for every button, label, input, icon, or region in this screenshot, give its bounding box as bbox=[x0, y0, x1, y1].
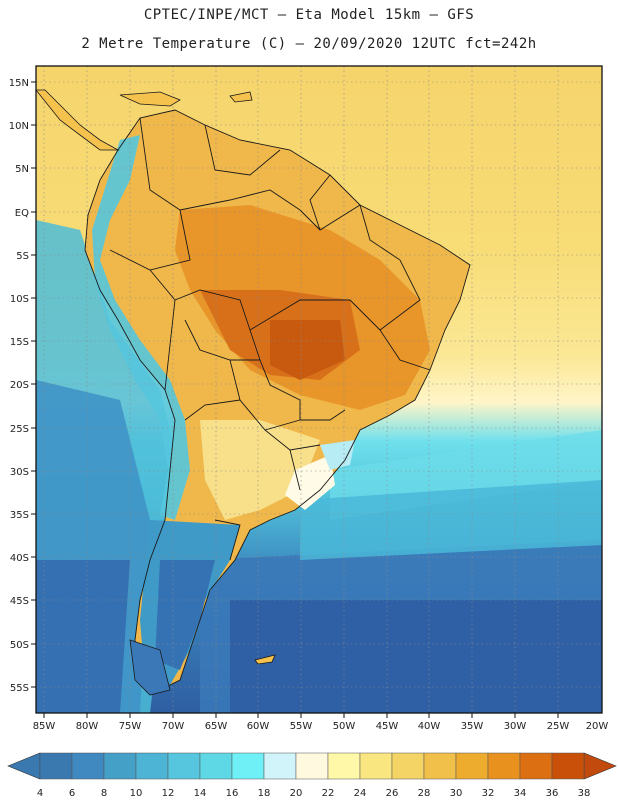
colorbar-label: 34 bbox=[514, 788, 527, 799]
title-line-1: CPTEC/INPE/MCT – Eta Model 15km – GFS bbox=[143, 7, 475, 23]
lat-label: 15S bbox=[10, 337, 29, 348]
lon-label: 30W bbox=[504, 721, 527, 732]
lat-label: 50S bbox=[10, 640, 29, 651]
country-borders bbox=[84, 109, 471, 691]
lat-label: 30S bbox=[10, 467, 29, 478]
colorbar-label: 36 bbox=[546, 788, 559, 799]
map-frame bbox=[35, 65, 603, 714]
colorbar-label: 30 bbox=[450, 788, 463, 799]
lon-label: 45W bbox=[376, 721, 399, 732]
lon-label: 40W bbox=[418, 721, 441, 732]
lon-label: 75W bbox=[119, 721, 142, 732]
lat-label: 25S bbox=[10, 424, 29, 435]
colorbar-cell bbox=[135, 752, 169, 780]
colorbar-cell bbox=[551, 752, 585, 780]
colorbar-label: 14 bbox=[194, 788, 207, 799]
lon-label: 35W bbox=[461, 721, 484, 732]
lon-label: 50W bbox=[333, 721, 356, 732]
colorbar-label: 6 bbox=[69, 788, 75, 799]
colorbar-label: 20 bbox=[290, 788, 303, 799]
lon-label: 70W bbox=[162, 721, 185, 732]
colorbar-low-arrow bbox=[7, 752, 41, 780]
lat-label: 10S bbox=[10, 294, 29, 305]
colorbar-cell bbox=[103, 752, 137, 780]
colorbar-label: 38 bbox=[578, 788, 591, 799]
colorbar-cell bbox=[199, 752, 233, 780]
colorbar-high-arrow bbox=[583, 752, 617, 780]
colorbar-label: 10 bbox=[130, 788, 143, 799]
colorbar-label: 32 bbox=[482, 788, 495, 799]
colorbar-cell bbox=[519, 752, 553, 780]
lat-label: 5S bbox=[16, 251, 29, 262]
colorbar-label: 18 bbox=[258, 788, 271, 799]
title-line-2: 2 Metre Temperature (C) – 20/09/2020 12U… bbox=[81, 36, 537, 52]
lon-label: 80W bbox=[76, 721, 99, 732]
lon-label: 85W bbox=[33, 721, 56, 732]
colorbar-cell bbox=[359, 752, 393, 780]
lat-label: EQ bbox=[15, 208, 29, 219]
colorbar-label: 26 bbox=[386, 788, 399, 799]
colorbar-cell bbox=[167, 752, 201, 780]
colorbar-cell bbox=[39, 752, 73, 780]
colorbar-cell bbox=[423, 752, 457, 780]
colorbar-label: 22 bbox=[322, 788, 335, 799]
colorbar-cell bbox=[231, 752, 265, 780]
lon-label: 65W bbox=[205, 721, 228, 732]
colorbar-cell bbox=[327, 752, 361, 780]
colorbar-label: 4 bbox=[37, 788, 43, 799]
colorbar-label: 24 bbox=[354, 788, 367, 799]
colorbar-cell bbox=[391, 752, 425, 780]
lat-label: 55S bbox=[10, 683, 29, 694]
lat-label: 10N bbox=[9, 121, 29, 132]
colorbar-cell bbox=[263, 752, 297, 780]
lat-label: 45S bbox=[10, 596, 29, 607]
lon-label: 20W bbox=[586, 721, 609, 732]
lat-label: 20S bbox=[10, 380, 29, 391]
lon-label: 55W bbox=[290, 721, 313, 732]
lat-label: 35S bbox=[10, 510, 29, 521]
colorbar-label: 28 bbox=[418, 788, 431, 799]
lat-label: 5N bbox=[15, 164, 29, 175]
lat-label: 15N bbox=[9, 78, 29, 89]
colorbar-cell bbox=[295, 752, 329, 780]
colorbar-cell bbox=[487, 752, 521, 780]
lon-label: 25W bbox=[547, 721, 570, 732]
colorbar-cell bbox=[71, 752, 105, 780]
colorbar-label: 12 bbox=[162, 788, 175, 799]
colorbar: 4 6 8 10 12 14 16 18 20 22 24 26 28 30 32 34 36 38 bbox=[7, 752, 617, 799]
lat-label: 40S bbox=[10, 553, 29, 564]
temperature-field bbox=[36, 66, 602, 713]
lon-label: 60W bbox=[247, 721, 270, 732]
colorbar-label: 8 bbox=[101, 788, 107, 799]
colorbar-cell bbox=[455, 752, 489, 780]
colorbar-label: 16 bbox=[226, 788, 239, 799]
